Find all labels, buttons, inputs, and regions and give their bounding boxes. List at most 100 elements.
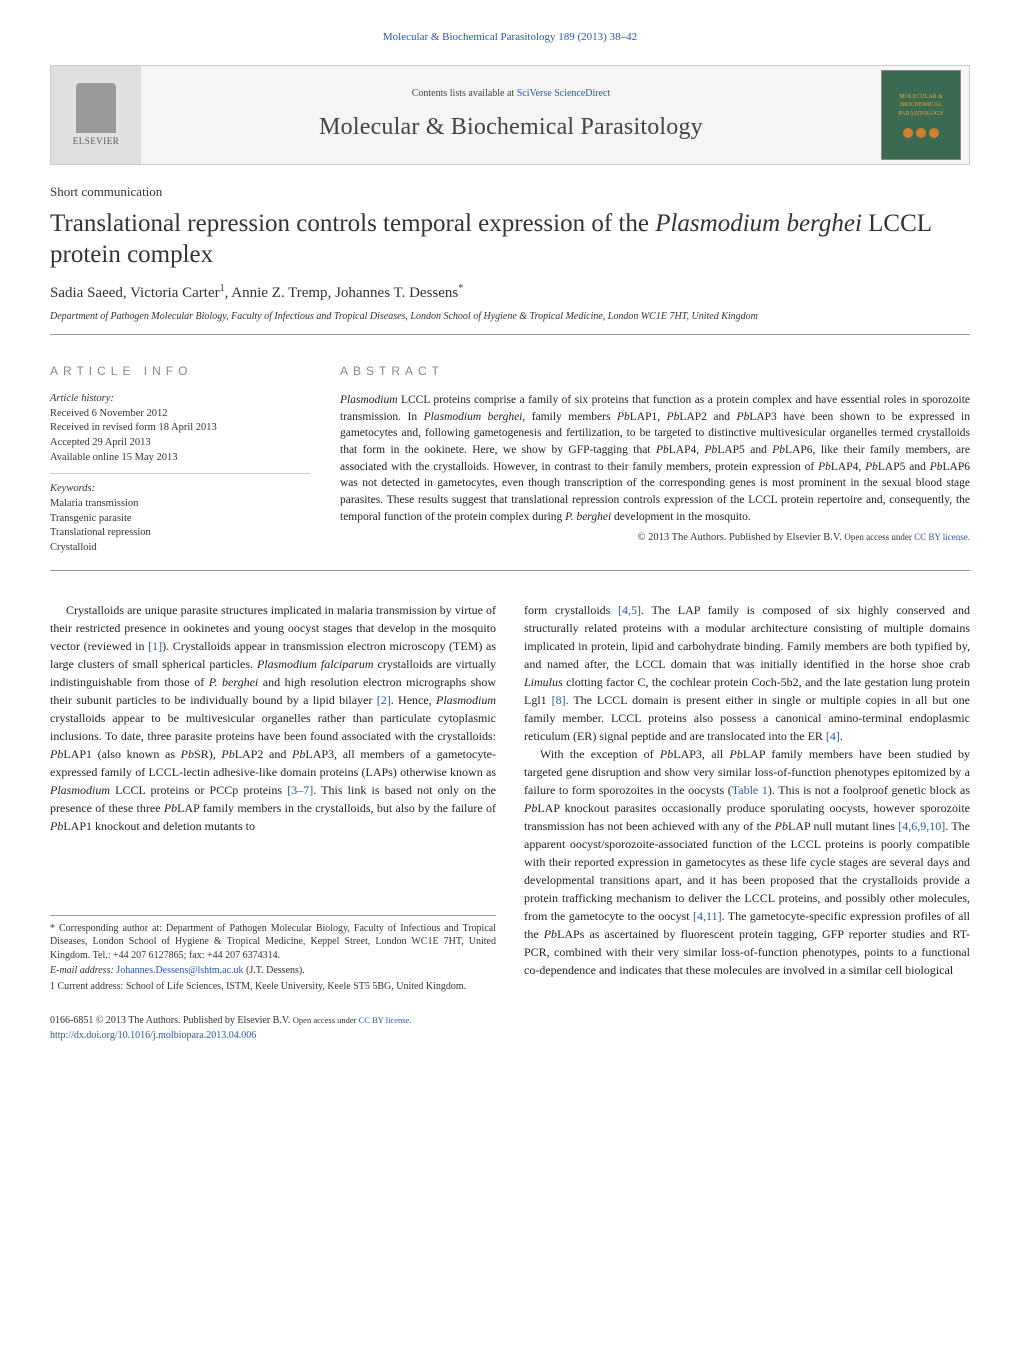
br2-t2: LAP3, all [673, 747, 729, 761]
abs-em1: Plasmodium [340, 394, 398, 406]
sciencedirect-link[interactable]: SciVerse ScienceDirect [517, 88, 611, 99]
abstract-heading: abstract [340, 363, 970, 380]
bl-em10: Pb [50, 819, 63, 833]
abs-em8: Pb [772, 444, 785, 456]
br2-ref3[interactable]: [4,11] [693, 909, 722, 923]
doi-block: 0166-6851 © 2013 The Authors. Published … [50, 1013, 496, 1043]
corr-marker: * [50, 923, 59, 934]
journal-banner: ELSEVIER Contents lists available at Sci… [50, 65, 970, 165]
keyword-3: Translational repression [50, 526, 310, 541]
page: Molecular & Biochemical Parasitology 189… [0, 0, 1020, 1083]
br2-em4: Pb [775, 819, 788, 833]
abs-t4: LAP2 and [679, 411, 736, 423]
journal-cover-thumbnail: MOLECULAR & BIOCHEMICAL PARASITOLOGY [881, 70, 961, 160]
abstract-copyright: © 2013 The Authors. Published by Elsevie… [340, 531, 970, 546]
bl-ref3[interactable]: [3–7] [287, 783, 313, 797]
br2-em3: Pb [524, 801, 537, 815]
article-title: Translational repression controls tempor… [50, 208, 970, 271]
abs-t7: LAP5 and [717, 444, 772, 456]
bl-t7: LAP1 (also known as [63, 747, 180, 761]
elsevier-tree-icon [76, 83, 116, 133]
bl-ref1[interactable]: [1] [148, 639, 162, 653]
doi-link[interactable]: http://dx.doi.org/10.1016/j.molbiopara.2… [50, 1030, 256, 1041]
br-ref1[interactable]: [4,5] [618, 603, 641, 617]
bl-em2: P. berghei [209, 675, 259, 689]
doi-license-prefix: Open access under [293, 1015, 359, 1025]
br2-em1: Pb [660, 747, 673, 761]
article-type: Short communication [50, 183, 970, 201]
br-em1: Limulus [524, 675, 563, 689]
br2-t9: LAPs as ascertained by fluorescent prote… [524, 927, 970, 977]
bl-t14: LAP1 knockout and deletion mutants to [63, 819, 255, 833]
abs-em4: Pb [667, 411, 680, 423]
cover-graphic [903, 128, 939, 138]
bl-em6: Pb [221, 747, 234, 761]
history-label: Article history: [50, 392, 310, 407]
email-link[interactable]: Johannes.Dessens@lshtm.ac.uk [116, 965, 243, 976]
br-t5: . [840, 729, 843, 743]
fn1-marker: 1 [50, 981, 58, 992]
abs-em10: Pb [865, 461, 878, 473]
fn1-text: Current address: School of Life Sciences… [58, 981, 467, 992]
author-list: Sadia Saeed, Victoria Carter1, Annie Z. … [50, 282, 970, 304]
affiliation: Department of Pathogen Molecular Biology… [50, 310, 970, 335]
abs-t9: LAP4, [831, 461, 865, 473]
contents-prefix: Contents lists available at [412, 88, 517, 99]
br2-em2: Pb [729, 747, 742, 761]
corresponding-author-note: * Corresponding author at: Department of… [50, 922, 496, 963]
br2-em5: Pb [544, 927, 557, 941]
abs-em3: Pb [617, 411, 630, 423]
abstract-column: abstract Plasmodium LCCL proteins compri… [340, 363, 970, 556]
contents-available-line: Contents lists available at SciVerse Sci… [161, 87, 861, 101]
abs-em7: Pb [705, 444, 718, 456]
keywords-label: Keywords: [50, 482, 310, 497]
license-link[interactable]: CC BY license. [914, 532, 970, 542]
publisher-logo: ELSEVIER [51, 66, 141, 164]
abs-t6: LAP4, [669, 444, 705, 456]
doi-copyright: 0166-6851 © 2013 The Authors. Published … [50, 1015, 293, 1026]
doi-license-link[interactable]: CC BY license. [359, 1015, 412, 1025]
abs-em12: P. berghei [565, 511, 611, 523]
body-right-p1: form crystalloids [4,5]. The LAP family … [524, 601, 970, 745]
br-ref3[interactable]: [4] [826, 729, 840, 743]
author-1: Sadia Saeed [50, 285, 123, 301]
article-history: Article history: Received 6 November 201… [50, 392, 310, 474]
br2-ref1[interactable]: Table 1 [732, 783, 768, 797]
bl-t9: LAP2 and [235, 747, 292, 761]
keyword-4: Crystalloid [50, 541, 310, 556]
footnote-1: 1 Current address: School of Life Scienc… [50, 980, 496, 994]
doi-line1: 0166-6851 © 2013 The Authors. Published … [50, 1013, 496, 1028]
bl-em3: Plasmodium [436, 693, 496, 707]
abstract-text: Plasmodium LCCL proteins comprise a fami… [340, 392, 970, 525]
title-pre: Translational repression controls tempor… [50, 210, 655, 237]
footnotes: * Corresponding author at: Department of… [50, 915, 496, 994]
banner-center: Contents lists available at SciVerse Sci… [141, 79, 881, 153]
journal-name: Molecular & Biochemical Parasitology [161, 111, 861, 145]
br2-t4: ). This is not a foolproof genetic block… [768, 783, 970, 797]
bl-ref2[interactable]: [2] [377, 693, 391, 707]
bl-t5: . Hence, [391, 693, 436, 707]
history-accepted: Accepted 29 April 2013 [50, 436, 310, 451]
bl-t13: LAP family members in the crystalloids, … [177, 801, 496, 815]
bl-em8: Plasmodium [50, 783, 110, 797]
author-4: Johannes T. Dessens [335, 285, 458, 301]
bl-em4: Pb [50, 747, 63, 761]
bl-em7: Pb [292, 747, 305, 761]
br2-ref2[interactable]: [4,6,9,10] [898, 819, 945, 833]
abs-em5: Pb [737, 411, 750, 423]
publisher-name: ELSEVIER [73, 135, 120, 148]
bl-em1: Plasmodium falciparum [257, 657, 374, 671]
corr-text: Corresponding author at: Department of P… [50, 923, 496, 961]
bl-em9: Pb [164, 801, 177, 815]
br-ref2[interactable]: [8] [552, 693, 566, 707]
history-revised: Received in revised form 18 April 2013 [50, 421, 310, 436]
abs-em9: Pb [818, 461, 831, 473]
abs-em11: Pb [930, 461, 943, 473]
body-column-left: Crystalloids are unique parasite structu… [50, 601, 496, 1044]
cover-title-top: MOLECULAR & BIOCHEMICAL [886, 93, 956, 110]
abs-t10: LAP5 and [878, 461, 930, 473]
abs-em6: Pb [656, 444, 669, 456]
abs-t2: , family members [522, 411, 617, 423]
author-2-sup: 1 [220, 283, 225, 294]
email-line: E-mail address: Johannes.Dessens@lshtm.a… [50, 964, 496, 978]
